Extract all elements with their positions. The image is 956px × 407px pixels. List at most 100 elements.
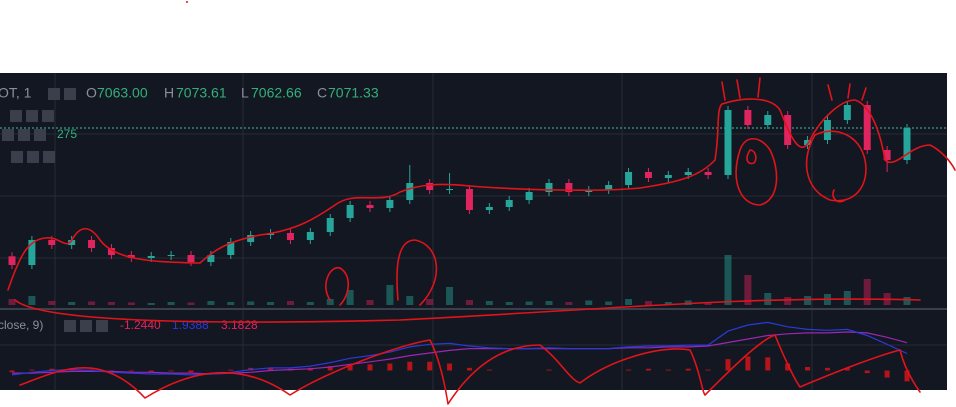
candle-body	[366, 205, 374, 208]
macd-hist-bar	[626, 369, 632, 371]
volume-bar	[644, 301, 652, 305]
volume-bar	[127, 302, 135, 305]
candle-body	[227, 242, 235, 255]
icon-group[interactable]	[64, 320, 108, 332]
macd-hist-bar	[665, 369, 671, 371]
candle-body	[127, 255, 135, 258]
macd-hist-bar	[367, 364, 373, 371]
volume-bar	[68, 302, 76, 305]
macd-hist-bar	[844, 367, 850, 371]
macd-hist-bar	[128, 370, 134, 372]
volume-bar	[744, 275, 752, 305]
volume-bar	[366, 300, 374, 305]
volume-bar	[843, 291, 851, 305]
candle-body	[465, 189, 473, 210]
high-key: H	[164, 85, 174, 101]
volume-bar	[625, 299, 633, 305]
candle-body	[306, 232, 314, 240]
volume-bar	[446, 287, 454, 305]
candle-body	[684, 172, 692, 175]
candle-body	[863, 105, 871, 150]
volume-label: 275	[57, 127, 77, 141]
candle-body	[247, 235, 255, 242]
candle-body	[386, 200, 394, 208]
candle-body	[505, 200, 513, 207]
candle-body	[605, 185, 613, 190]
volume-bar	[863, 279, 871, 305]
candle-body	[207, 255, 215, 262]
volume-bar	[664, 302, 672, 305]
low-key: L	[241, 85, 249, 101]
volume-bar	[545, 301, 553, 305]
macd-hist-bar	[29, 369, 35, 371]
open-value: 7063.00	[97, 85, 148, 101]
macd-hist-bar	[387, 363, 393, 371]
macd-hist-bar	[168, 370, 174, 372]
candle-body	[426, 183, 434, 190]
chart-panel	[0, 73, 947, 390]
volume-bar	[286, 301, 294, 305]
macd-hist-bar	[745, 356, 751, 371]
icon-group[interactable]	[48, 88, 76, 100]
macd-hist-value: -1.2440	[120, 318, 161, 332]
candle-body	[187, 255, 195, 262]
candle-body	[147, 256, 155, 258]
dot	[186, 1, 188, 3]
volume-bar	[207, 301, 215, 305]
volume-bar	[247, 301, 255, 305]
macd-hist-bar	[148, 370, 154, 373]
macd-hist-bar	[765, 357, 771, 371]
candle-body	[585, 190, 593, 192]
macd-line	[11, 321, 908, 376]
candle-body	[903, 128, 911, 160]
macd-hist-bar	[466, 367, 472, 371]
candle-body	[644, 172, 652, 178]
volume-bar	[525, 301, 533, 305]
icon-group[interactable]	[11, 151, 55, 163]
volume-bar	[406, 296, 414, 305]
candle-body	[883, 150, 891, 160]
open-key: O	[86, 85, 97, 101]
icon-group[interactable]	[2, 129, 46, 141]
macd-hist-bar	[327, 366, 333, 371]
macd-hist-bar	[268, 367, 274, 371]
volume-bar	[903, 297, 911, 305]
candle-body	[167, 255, 175, 256]
candle-body	[107, 248, 115, 255]
macd-hist-bar	[49, 368, 55, 371]
volume-bar	[386, 285, 394, 305]
candle-body	[704, 172, 712, 175]
macd-hist-bar	[645, 368, 651, 371]
candle-body	[446, 189, 454, 190]
volume-bar	[147, 303, 155, 305]
volume-bar	[8, 299, 16, 305]
candle-body	[406, 183, 414, 200]
grid	[0, 73, 947, 390]
icon-group[interactable]	[10, 110, 54, 122]
macd-hist-bar	[188, 370, 194, 373]
candle-body	[28, 240, 36, 265]
macd-hist-bar	[347, 364, 353, 371]
macd-hist-bar	[884, 370, 890, 378]
candle-body	[565, 183, 573, 192]
volume-bar	[227, 302, 235, 305]
candle-body	[823, 120, 831, 140]
candle-body	[764, 115, 772, 125]
candle-body	[625, 172, 633, 185]
volume-bar	[88, 301, 96, 305]
candle-body	[48, 240, 56, 245]
macd-value: 1.9388	[172, 318, 209, 332]
candle-body	[286, 233, 294, 240]
candle-body	[525, 192, 533, 200]
macd-hist-bar	[864, 370, 870, 374]
macd-hist-bar	[546, 369, 552, 371]
macd-hist-bar	[685, 368, 691, 371]
close-value: 7071.33	[328, 85, 379, 101]
symbol: OT, 1	[0, 85, 32, 101]
low-value: 7062.66	[251, 85, 302, 101]
volume-bar	[585, 300, 593, 305]
macd-hist-bar	[725, 359, 731, 371]
volume-bar	[326, 299, 334, 305]
